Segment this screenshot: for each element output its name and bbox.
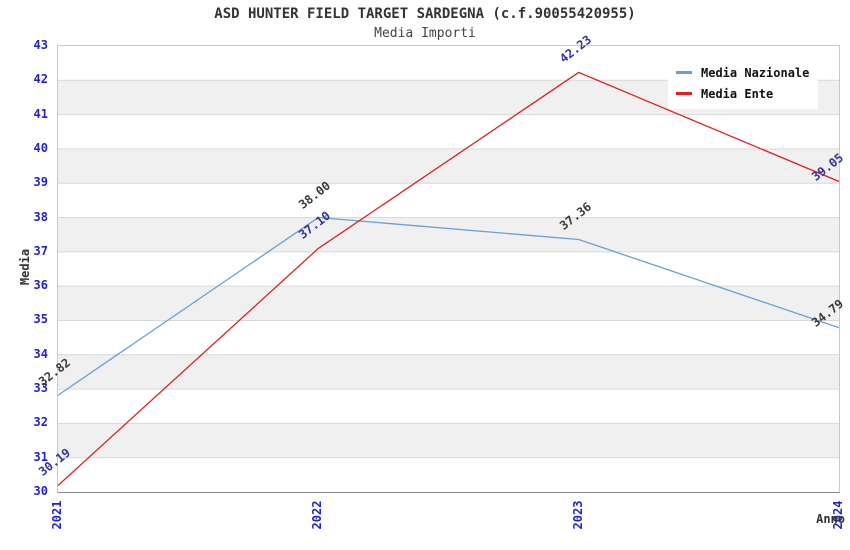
- plot-band: [58, 354, 839, 390]
- y-tick-label: 32: [33, 415, 48, 430]
- chart-title: ASD HUNTER FIELD TARGET SARDEGNA (c.f.90…: [214, 6, 636, 22]
- x-tick-label: 2022: [310, 500, 325, 530]
- plot-band: [58, 183, 839, 218]
- legend: Media Nazionale Media Ente: [668, 57, 818, 109]
- y-tick-label: 40: [33, 140, 48, 155]
- plot-band: [58, 148, 839, 184]
- plot-band: [58, 423, 839, 458]
- plot-band: [58, 286, 839, 321]
- y-tick-label: 43: [33, 38, 48, 52]
- legend-label-media-ente: Media Ente: [701, 86, 774, 101]
- plot-area: [57, 45, 840, 493]
- y-tick-label: 39: [33, 175, 48, 190]
- y-axis-title: Media: [18, 248, 32, 286]
- plot-band: [58, 320, 839, 355]
- x-axis-title: Anno: [816, 512, 845, 526]
- series-line-media-nazionale: [58, 216, 839, 396]
- chart-subtitle: Media Importi: [374, 26, 476, 41]
- legend-line-swatch-blue: [676, 71, 692, 74]
- y-tick-label: 31: [33, 449, 48, 464]
- legend-line-swatch-red: [676, 92, 692, 95]
- plot-canvas: [58, 46, 839, 492]
- legend-item-media-ente: Media Ente: [676, 83, 810, 104]
- plot-band: [58, 389, 839, 424]
- y-tick-label: 34: [33, 346, 48, 361]
- y-tick-label: 38: [33, 209, 48, 224]
- plot-band: [58, 217, 839, 252]
- plot-band: [58, 457, 839, 492]
- y-tick-label: 41: [33, 106, 48, 121]
- y-tick-label: 30: [33, 484, 48, 498]
- y-tick-label: 42: [33, 72, 48, 87]
- plot-band: [58, 251, 839, 287]
- series-line-media-ente: [58, 71, 839, 486]
- legend-item-media-nazionale: Media Nazionale: [676, 62, 810, 83]
- plot-band: [58, 114, 839, 149]
- x-tick-label: 2024: [831, 500, 845, 530]
- y-tick-label: 33: [33, 381, 48, 396]
- legend-label-media-nazionale: Media Nazionale: [701, 65, 810, 80]
- y-tick-label: 37: [33, 243, 48, 258]
- y-tick-label: 35: [33, 312, 48, 327]
- x-tick-label: 2023: [570, 500, 585, 530]
- y-tick-label: 36: [33, 278, 48, 293]
- x-tick-label: 2021: [50, 500, 64, 530]
